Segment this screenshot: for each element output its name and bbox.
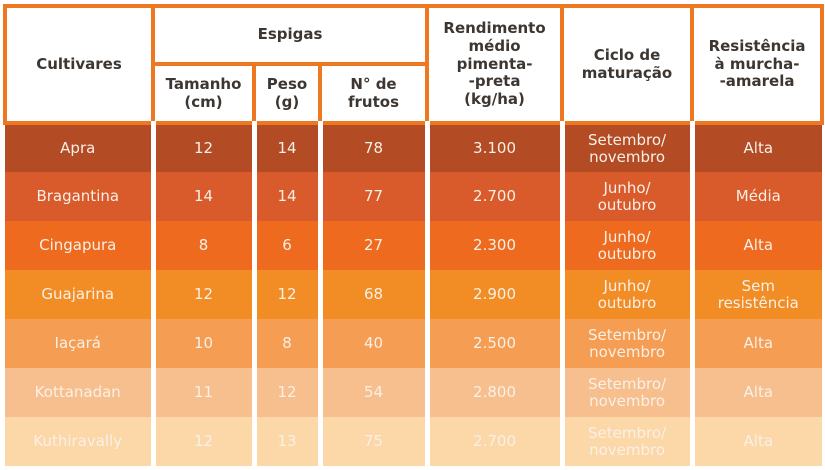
table-row-apra: Apra 12 14 78 3.100 Setembro/ novembro A…: [5, 123, 823, 172]
cultivars-table: Cultivares Espigas Rendimento médio pime…: [3, 4, 825, 466]
cell-cultivar: Kuthiravally: [5, 417, 156, 466]
header-row-sub: Tamanho (cm) Peso (g) N° de frutos: [5, 62, 822, 125]
cell-frutos: 54: [320, 368, 430, 417]
header-resistencia: Resistência à murcha- -amarela: [690, 4, 825, 125]
cell-resistencia: Alta: [743, 139, 774, 158]
cell-ciclo: Junho/ outubro: [562, 221, 695, 270]
cell-rendimento: 2.700: [427, 172, 565, 221]
table-row-iacara: Iaçará 10 8 40 2.500 Setembro/ novembro …: [5, 319, 823, 368]
header-cultivares: Cultivares: [3, 4, 155, 125]
cell-frutos: 40: [320, 319, 430, 368]
cell-tamanho: 11: [153, 368, 257, 417]
cell-resistencia: Alta: [743, 236, 774, 255]
cell-ciclo: Setembro/ novembro: [562, 319, 695, 368]
cell-frutos: 68: [320, 270, 430, 319]
cell-cultivar: Kottanadan: [5, 368, 156, 417]
header-espigas: Espigas: [150, 4, 430, 66]
cell-cultivar: Iaçará: [5, 319, 156, 368]
cell-peso: 12: [254, 368, 323, 417]
cell-resistencia: Alta: [743, 383, 774, 402]
cell-cultivar: Cingapura: [5, 221, 156, 270]
cell-peso: 8: [254, 319, 323, 368]
cell-ciclo: Setembro/ novembro: [562, 368, 695, 417]
cell-cultivar: Bragantina: [5, 172, 156, 221]
cell-peso: 6: [254, 221, 323, 270]
cultivars-table-container: Cultivares Espigas Rendimento médio pime…: [3, 4, 825, 466]
cell-cultivar: Apra: [5, 123, 156, 172]
cell-rendimento: 2.900: [427, 270, 565, 319]
cell-resistencia: Alta: [743, 432, 774, 451]
cell-rendimento: 2.700: [427, 417, 565, 466]
table-row-cingapura: Cingapura 8 6 27 2.300 Junho/ outubro Al…: [5, 221, 823, 270]
cell-tamanho: 12: [153, 270, 257, 319]
cell-tamanho: 14: [153, 172, 257, 221]
cell-ciclo: Setembro/ novembro: [562, 123, 695, 172]
cell-peso: 12: [254, 270, 323, 319]
header-tamanho: Tamanho (cm): [151, 62, 256, 125]
header-ciclo: Ciclo de maturação: [560, 4, 695, 125]
cell-rendimento: 2.300: [427, 221, 565, 270]
header-frutos: N° de frutos: [317, 62, 430, 125]
cell-peso: 14: [254, 123, 323, 172]
table-row-bragantina: Bragantina 14 14 77 2.700 Junho/ outubro…: [5, 172, 823, 221]
cell-resistencia: Média: [735, 187, 781, 206]
header-rendimento: Rendimento médio pimenta- -preta (kg/ha): [425, 4, 565, 125]
cell-rendimento: 2.800: [427, 368, 565, 417]
header-row-top: Cultivares Espigas Rendimento médio pime…: [3, 4, 825, 125]
cell-frutos: 77: [320, 172, 430, 221]
cell-rendimento: 3.100: [427, 123, 565, 172]
cell-frutos: 78: [320, 123, 430, 172]
cell-cultivar: Guajarina: [5, 270, 156, 319]
cell-resistencia: Alta: [743, 334, 774, 353]
cell-tamanho: 12: [153, 123, 257, 172]
table-row-guajarina: Guajarina 12 12 68 2.900 Junho/ outubro …: [5, 270, 823, 319]
table-row-kuthiravally: Kuthiravally 12 13 75 2.700 Setembro/ no…: [5, 417, 823, 466]
cell-frutos: 27: [320, 221, 430, 270]
cell-tamanho: 12: [153, 417, 257, 466]
header-peso: Peso (g): [252, 62, 322, 125]
cell-tamanho: 10: [153, 319, 257, 368]
cell-ciclo: Junho/ outubro: [562, 270, 695, 319]
cell-peso: 14: [254, 172, 323, 221]
table-row-kottanadan: Kottanadan 11 12 54 2.800 Setembro/ nove…: [5, 368, 823, 417]
cell-resistencia: Sem resistência: [717, 276, 799, 312]
cell-frutos: 75: [320, 417, 430, 466]
cell-peso: 13: [254, 417, 323, 466]
cell-tamanho: 8: [153, 221, 257, 270]
cell-ciclo: Setembro/ novembro: [562, 417, 695, 466]
cell-ciclo: Junho/ outubro: [562, 172, 695, 221]
cell-rendimento: 2.500: [427, 319, 565, 368]
